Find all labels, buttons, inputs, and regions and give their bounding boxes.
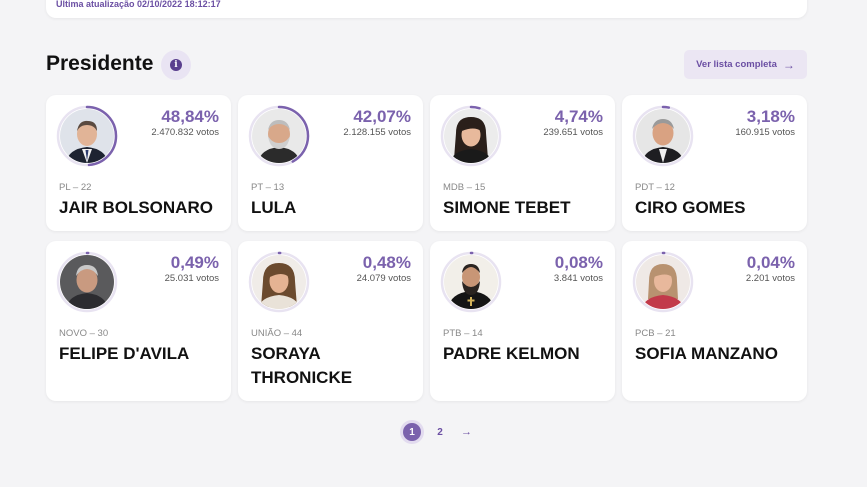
vote-percentage: 0,04%: [746, 253, 795, 272]
vote-share-ring: [632, 251, 694, 313]
party-number: PT – 13: [251, 182, 285, 193]
vote-percentage: 0,08%: [554, 253, 603, 272]
vote-count: 2.128.155 votos: [343, 127, 411, 138]
party-number: PTB – 14: [443, 328, 483, 339]
candidate-name: PADRE KELMON: [443, 344, 580, 363]
party-number: UNIÃO – 44: [251, 328, 303, 339]
candidate-name: SOFIA MANZANO: [635, 344, 778, 363]
party-number: NOVO – 30: [59, 328, 109, 339]
vote-count: 160.915 votos: [735, 127, 795, 138]
candidate-card-lula[interactable]: 42,07% 2.128.155 votos PT – 13 LULA: [238, 95, 423, 231]
vote-share-ring: [440, 105, 502, 167]
candidate-card-tebet[interactable]: 4,74% 239.651 votos MDB – 15 SIMONE TEBE…: [430, 95, 615, 231]
candidate-name: SIMONE TEBET: [443, 198, 571, 217]
vote-share-ring: [248, 105, 310, 167]
avatar: [252, 109, 306, 163]
candidate-name: FELIPE D'AVILA: [59, 344, 190, 363]
section-title: Presidente: [46, 52, 154, 75]
avatar: [636, 255, 690, 309]
full-list-label: Ver lista completa: [696, 59, 777, 70]
avatar: [60, 255, 114, 309]
candidate-card-ciro[interactable]: 3,18% 160.915 votos PDT – 12 CIRO GOMES: [622, 95, 807, 231]
next-page-arrow-icon[interactable]: →: [461, 426, 472, 438]
avatar: [444, 255, 498, 309]
arrow-right-icon: →: [782, 57, 795, 72]
page-1-button[interactable]: 1: [403, 423, 421, 441]
candidate-name: LULA: [251, 198, 297, 217]
vote-percentage: 4,74%: [554, 107, 603, 126]
vote-count: 25.031 votos: [164, 273, 219, 284]
vote-percentage: 48,84%: [161, 107, 219, 126]
vote-percentage: 42,07%: [353, 107, 411, 126]
candidate-card-davila[interactable]: 0,49% 25.031 votos NOVO – 30 FELIPE D'AV…: [46, 241, 231, 401]
vote-percentage: 0,49%: [170, 253, 219, 272]
vote-count: 3.841 votos: [553, 273, 603, 284]
vote-count: 2.470.832 votos: [151, 127, 219, 138]
vote-percentage: 3,18%: [746, 107, 795, 126]
vote-count: 2.201 votos: [745, 273, 795, 284]
avatar: [444, 109, 498, 163]
vote-share-ring: [56, 105, 118, 167]
avatar: [636, 109, 690, 163]
candidate-name: CIRO GOMES: [635, 198, 746, 217]
party-number: MDB – 15: [443, 182, 486, 193]
info-button[interactable]: i: [161, 50, 191, 80]
vote-percentage: 0,48%: [362, 253, 411, 272]
party-number: PDT – 12: [635, 182, 675, 193]
vote-share-ring: [632, 105, 694, 167]
vote-share-ring: [56, 251, 118, 313]
info-icon: i: [170, 59, 182, 71]
candidate-name: SORAYA THRONICKE: [251, 344, 353, 387]
candidate-card-bolsonaro[interactable]: 48,84% 2.470.832 votos PL – 22 JAIR BOLS…: [46, 95, 231, 231]
avatar: [60, 109, 114, 163]
party-number: PCB – 21: [635, 328, 676, 339]
vote-count: 239.651 votos: [543, 127, 603, 138]
full-list-button[interactable]: Ver lista completa →: [684, 50, 807, 79]
update-card: Última atualização 02/10/2022 18:12:17: [46, 0, 807, 18]
vote-share-ring: [440, 251, 502, 313]
candidate-name: JAIR BOLSONARO: [59, 198, 213, 217]
party-number: PL – 22: [59, 182, 92, 193]
page-2-button[interactable]: 2: [437, 426, 443, 438]
avatar: [252, 255, 306, 309]
last-updated-text: Última atualização 02/10/2022 18:12:17: [56, 0, 221, 9]
vote-count: 24.079 votos: [356, 273, 411, 284]
candidate-card-kelmon[interactable]: 0,08% 3.841 votos PTB – 14 PADRE KELMON: [430, 241, 615, 401]
candidate-card-soraya[interactable]: 0,48% 24.079 votos UNIÃO – 44 SORAYA THR…: [238, 241, 423, 401]
candidate-card-sofia[interactable]: 0,04% 2.201 votos PCB – 21 SOFIA MANZANO: [622, 241, 807, 401]
pagination: 1 2 →: [403, 423, 472, 441]
vote-share-ring: [248, 251, 310, 313]
